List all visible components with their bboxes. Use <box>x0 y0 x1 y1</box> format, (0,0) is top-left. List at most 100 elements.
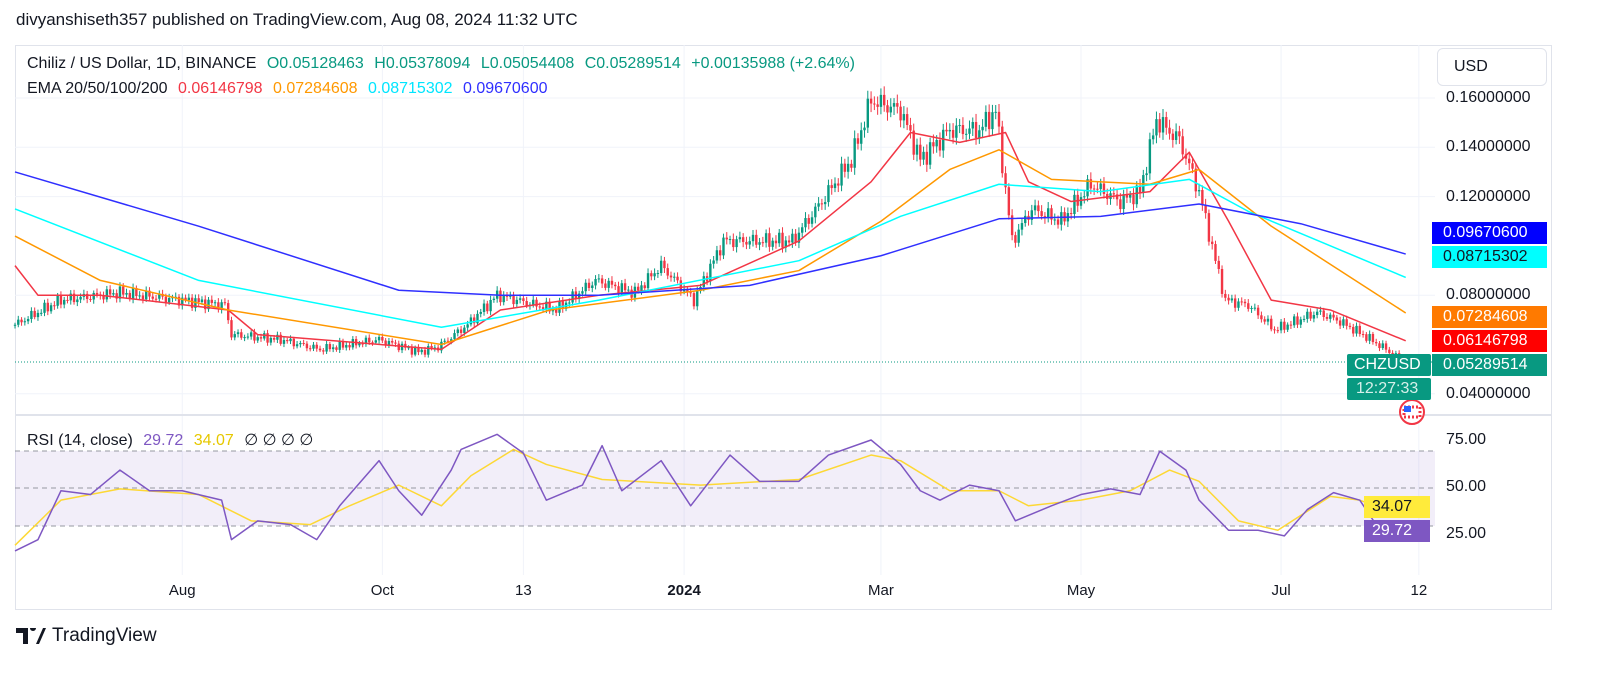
candle-body <box>1270 318 1273 330</box>
symbol-name[interactable]: Chiliz / US Dollar, 1D, BINANCE <box>27 55 257 72</box>
candle-body <box>1240 301 1243 303</box>
candle-body <box>292 338 295 347</box>
candle-body <box>965 133 968 135</box>
time-tick: 13 <box>515 582 532 599</box>
candle-body <box>384 340 387 345</box>
candle-body <box>663 260 666 269</box>
time-tick: Mar <box>867 582 894 599</box>
candle-body <box>820 203 824 205</box>
candle-body <box>397 343 400 351</box>
candle-body <box>102 295 105 300</box>
price-tick: 0.12000000 <box>1446 187 1531 205</box>
candle-body <box>1089 179 1093 189</box>
candle-body <box>905 114 909 126</box>
candle-body <box>994 111 997 113</box>
candle-body <box>883 94 886 106</box>
candle-body <box>430 346 433 349</box>
candle-body <box>1181 136 1184 155</box>
candle-body <box>1253 307 1257 309</box>
candle-body <box>807 218 810 224</box>
candle-body <box>1237 301 1240 308</box>
candle-body <box>1010 215 1014 236</box>
candle-body <box>912 130 915 155</box>
candle-body <box>391 341 394 343</box>
candle-body <box>669 275 673 278</box>
candle-body <box>315 344 318 349</box>
candle-body <box>1161 117 1165 133</box>
candle-body <box>686 288 689 293</box>
ema-label[interactable]: EMA 20/50/100/200 <box>27 80 168 97</box>
candle-body <box>1096 188 1099 190</box>
candle-body <box>1329 314 1332 319</box>
candle-body <box>331 347 335 350</box>
candle-body <box>394 342 397 344</box>
candle-body <box>413 347 417 355</box>
candle-body <box>184 297 187 301</box>
candle-body <box>709 263 712 282</box>
candle-body <box>958 125 961 127</box>
candle-body <box>473 317 476 324</box>
candle-body <box>36 312 40 318</box>
footer-logo[interactable]: TradingView <box>16 625 157 647</box>
candle-body <box>1345 319 1348 326</box>
candle-body <box>476 313 479 324</box>
candle-body <box>210 299 213 303</box>
candle-body <box>49 305 53 312</box>
candle-body <box>1204 205 1207 214</box>
candle-body <box>1384 343 1388 350</box>
candle-body <box>289 338 292 342</box>
candle-body <box>1375 342 1378 344</box>
candle-body <box>876 104 879 107</box>
candle-body <box>108 289 112 295</box>
candle-body <box>1266 318 1270 322</box>
candle-body <box>761 242 765 244</box>
ema20-price-tag: 0.06146798 <box>1432 330 1547 352</box>
candle-body <box>492 298 496 300</box>
candle-body <box>89 298 92 300</box>
candle-body <box>689 292 692 294</box>
candle-body <box>919 144 922 160</box>
candle-body <box>368 337 371 343</box>
candle-body <box>522 298 525 302</box>
candle-body <box>751 234 755 242</box>
candle-body <box>440 341 443 351</box>
bar-countdown: 12:27:33 <box>1347 378 1431 400</box>
candle-body <box>335 347 338 350</box>
candle-body <box>955 125 958 138</box>
candle-body <box>1315 311 1319 316</box>
candle-body <box>246 336 250 338</box>
time-tick: 12 <box>1410 582 1428 599</box>
footer-brand: TradingView <box>52 625 157 646</box>
candle-body <box>1358 325 1361 335</box>
candle-body <box>1224 293 1227 298</box>
candle-body <box>1247 303 1250 309</box>
candle-body <box>1188 158 1191 164</box>
rsi-label[interactable]: RSI (14, close) <box>27 432 133 449</box>
candle-body <box>1391 352 1394 355</box>
candle-body <box>450 339 453 341</box>
candle-body <box>364 337 368 345</box>
candle-body <box>1201 190 1204 206</box>
candle-body <box>223 302 227 304</box>
candle-body <box>1256 307 1260 316</box>
candle-body <box>1033 205 1037 211</box>
candle-body <box>374 340 377 343</box>
time-tick: 2024 <box>667 582 701 599</box>
candle-body <box>66 299 69 301</box>
candle-body <box>328 344 332 350</box>
rsi-ma-line <box>14 448 1406 546</box>
candle-body <box>1102 183 1106 194</box>
currency-selector[interactable]: USD <box>1437 48 1547 86</box>
candle-body <box>899 106 902 121</box>
candle-body <box>594 279 597 286</box>
candle-body <box>499 290 502 303</box>
candle-body <box>617 286 620 294</box>
candle-body <box>728 239 732 241</box>
candle-body <box>92 292 95 300</box>
candle-body <box>181 297 184 306</box>
candle-body <box>1319 310 1322 312</box>
candle-body <box>1132 194 1135 205</box>
candle-body <box>538 306 541 308</box>
candle-body <box>925 151 929 165</box>
